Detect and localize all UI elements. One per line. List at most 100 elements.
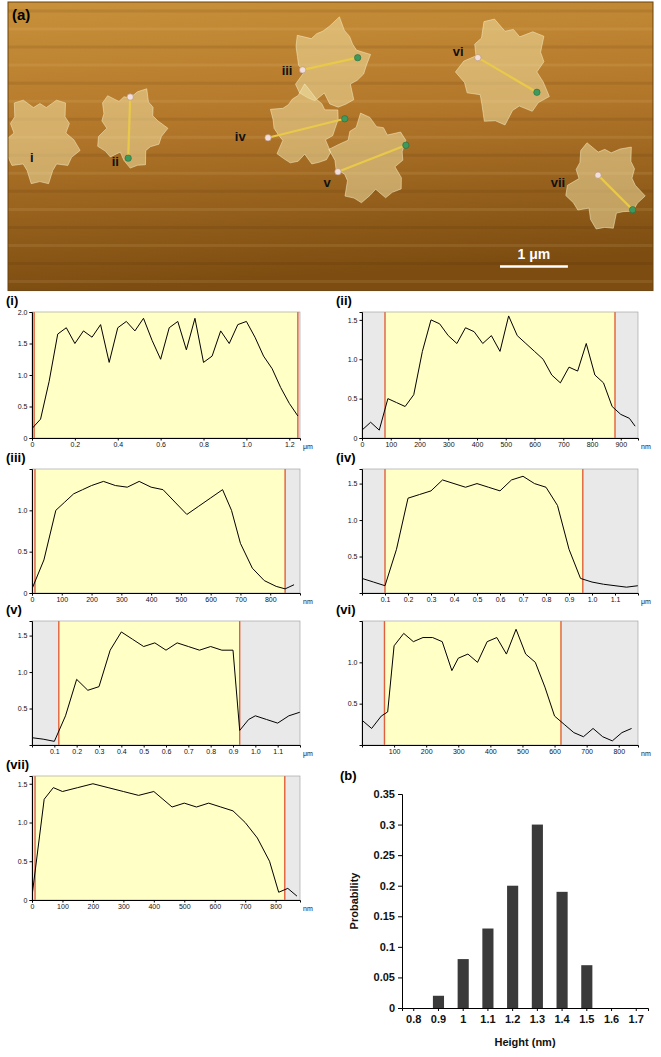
- tick: 800: [265, 593, 277, 603]
- bar: [557, 892, 568, 1008]
- tick: 600: [549, 745, 561, 755]
- profile-panel: 00.20.40.60.81.01.200.51.01.52.0μm(i): [6, 293, 313, 451]
- x-unit: nm: [303, 905, 313, 912]
- flake: [8, 100, 80, 184]
- cursor: [384, 621, 385, 745]
- profile-start: [475, 54, 481, 60]
- tick: 1.5: [579, 1008, 594, 1025]
- yticks-axis: 0.51.01.5: [348, 470, 363, 594]
- tick-mark: [246, 438, 247, 441]
- height-profile: [362, 316, 635, 430]
- tick-label: 800: [587, 441, 599, 448]
- tick: 1.6: [604, 1008, 619, 1025]
- tick: 0: [24, 435, 32, 442]
- tick-label: 0.5: [348, 700, 358, 707]
- bar: [408, 1008, 419, 1009]
- tick-mark: [522, 745, 523, 748]
- tick-mark: [506, 438, 507, 441]
- tick: 1.0: [348, 517, 362, 524]
- tick-label: 0.1: [381, 596, 391, 603]
- profile-end: [342, 116, 348, 122]
- tick: 0.5: [348, 553, 362, 560]
- plot-frame: [32, 776, 300, 900]
- xticks-axis: 0.10.20.30.40.50.60.70.80.91.01.1: [33, 745, 301, 755]
- tick: 0: [31, 593, 35, 603]
- tick-label: 1.0: [18, 669, 28, 676]
- tick: 900: [615, 438, 627, 448]
- tick: 1.0: [348, 356, 362, 363]
- profile-line: [478, 58, 537, 93]
- tick-label: 0.5: [348, 395, 358, 402]
- tick-mark: [118, 438, 119, 441]
- selected-region: [385, 312, 615, 438]
- tick: 300: [118, 900, 130, 910]
- tick: 0.4: [117, 745, 127, 755]
- tick-mark: [30, 784, 33, 785]
- tick: 700: [558, 438, 570, 448]
- feature-label: iii: [282, 63, 293, 78]
- tick-mark: [463, 1008, 464, 1011]
- tick: 1.4: [554, 1008, 570, 1025]
- tick-mark: [500, 593, 501, 596]
- selected-region: [35, 469, 285, 593]
- profile-end: [125, 155, 131, 161]
- tick-mark: [30, 438, 33, 439]
- tick-label: 600: [209, 903, 221, 910]
- panel-title: (i): [6, 293, 18, 308]
- tick-mark: [211, 745, 212, 748]
- tick-label: 1.5: [579, 1013, 594, 1025]
- tick-label: 300: [118, 903, 130, 910]
- plot-background: [362, 621, 638, 745]
- tick: 0.8: [406, 1008, 421, 1025]
- tick: 1.1: [611, 593, 621, 603]
- tick: 0.2: [72, 745, 82, 755]
- plot-frame: [362, 469, 638, 593]
- plot-background: [32, 469, 300, 593]
- selected-region: [34, 312, 298, 438]
- tick-label: 0: [31, 441, 35, 448]
- tick-label: 0.7: [519, 596, 529, 603]
- tick-mark: [30, 344, 33, 345]
- profile-line: [338, 145, 406, 171]
- tick: 1.1: [480, 1008, 495, 1025]
- tick-label: 800: [613, 748, 625, 755]
- tick-mark: [30, 375, 33, 376]
- tick-label: 300: [443, 441, 455, 448]
- tick-label: 1.0: [18, 372, 28, 379]
- tick-label: 200: [414, 441, 426, 448]
- tick: 0.5: [18, 548, 32, 555]
- panel-a: iiiiiiivvvivii1 μm(a): [0, 2, 653, 291]
- cursor: [384, 469, 385, 593]
- tick-label: 900: [615, 441, 627, 448]
- tick-label: 0.4: [117, 748, 127, 755]
- plot-area: [32, 312, 298, 438]
- tick-mark: [30, 510, 33, 511]
- tick-label: 0.5: [473, 596, 483, 603]
- cursor: [582, 469, 583, 593]
- tick: 700: [581, 745, 593, 755]
- tick-label: 0.9: [431, 1013, 446, 1025]
- tick-mark: [54, 745, 55, 748]
- plot-frame: [32, 312, 300, 438]
- axis-line: [30, 622, 33, 746]
- x-axis-title: Height (nm): [494, 1036, 555, 1048]
- cursor: [284, 469, 285, 593]
- scan-line: [8, 280, 653, 283]
- profile-end: [534, 89, 540, 95]
- image-area: [8, 2, 653, 291]
- axis-line: [30, 777, 33, 901]
- tick: 0: [31, 438, 35, 448]
- tick: 0.5: [18, 705, 32, 712]
- bar: [532, 825, 543, 1008]
- tick: 2.0: [18, 309, 32, 316]
- tick: 0: [24, 590, 32, 597]
- tick: 100: [389, 745, 401, 755]
- cursor: [34, 469, 35, 593]
- tick-mark: [586, 1008, 587, 1011]
- tick: 0.7: [519, 593, 529, 603]
- tick-mark: [523, 593, 524, 596]
- tick-label: 700: [240, 903, 252, 910]
- tick-label: 100: [57, 903, 69, 910]
- tick-mark: [587, 745, 588, 748]
- profile-line: [598, 175, 633, 210]
